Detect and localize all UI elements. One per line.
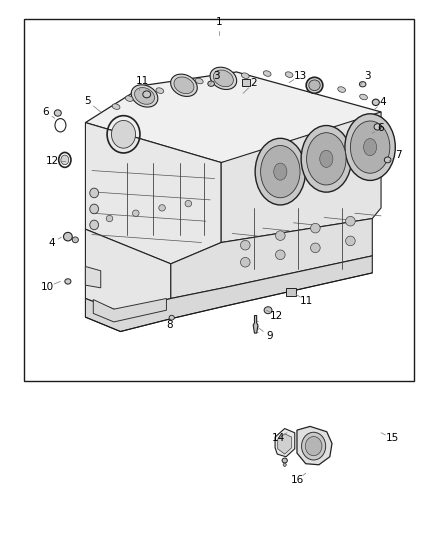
Ellipse shape	[346, 216, 355, 226]
Polygon shape	[85, 123, 221, 264]
Text: 9: 9	[266, 331, 273, 341]
Ellipse shape	[143, 91, 151, 98]
Ellipse shape	[132, 210, 139, 216]
Text: 4: 4	[48, 238, 55, 247]
Polygon shape	[253, 316, 258, 333]
Bar	[242, 79, 250, 86]
Ellipse shape	[72, 237, 78, 243]
Ellipse shape	[156, 88, 164, 93]
Ellipse shape	[311, 78, 319, 84]
Ellipse shape	[276, 231, 285, 240]
Polygon shape	[85, 72, 381, 163]
Polygon shape	[85, 266, 101, 288]
Text: 15: 15	[385, 433, 399, 443]
Text: 11: 11	[136, 76, 149, 86]
Text: 13: 13	[293, 71, 307, 80]
Ellipse shape	[305, 437, 322, 456]
Ellipse shape	[64, 232, 72, 241]
Ellipse shape	[169, 315, 174, 320]
Ellipse shape	[374, 124, 381, 130]
Ellipse shape	[255, 138, 305, 205]
Text: 16: 16	[290, 475, 304, 484]
Ellipse shape	[106, 215, 113, 222]
Ellipse shape	[213, 70, 233, 87]
Ellipse shape	[134, 87, 155, 104]
Ellipse shape	[301, 126, 351, 192]
Text: 12: 12	[270, 311, 283, 320]
Text: 12: 12	[46, 156, 59, 166]
Polygon shape	[221, 112, 381, 243]
Ellipse shape	[54, 110, 61, 116]
Text: 7: 7	[395, 150, 402, 159]
Ellipse shape	[359, 82, 366, 87]
Ellipse shape	[276, 250, 285, 260]
Polygon shape	[171, 219, 372, 298]
Text: 5: 5	[84, 96, 91, 106]
Ellipse shape	[261, 146, 300, 198]
Ellipse shape	[90, 204, 99, 214]
Ellipse shape	[210, 67, 237, 90]
Ellipse shape	[240, 240, 250, 250]
Ellipse shape	[264, 307, 272, 313]
Ellipse shape	[90, 220, 99, 230]
Polygon shape	[85, 229, 171, 312]
Text: 14: 14	[272, 433, 285, 443]
Text: 3: 3	[364, 71, 371, 80]
Ellipse shape	[285, 72, 293, 77]
Ellipse shape	[111, 120, 135, 148]
Bar	[24, 19, 414, 381]
Text: 8: 8	[166, 320, 173, 330]
Polygon shape	[275, 429, 295, 457]
Text: 1: 1	[215, 18, 223, 27]
Ellipse shape	[307, 133, 346, 185]
Ellipse shape	[159, 205, 166, 211]
Ellipse shape	[240, 257, 250, 267]
Ellipse shape	[274, 163, 287, 180]
Ellipse shape	[306, 77, 323, 93]
Polygon shape	[297, 426, 332, 465]
Ellipse shape	[350, 121, 390, 173]
Ellipse shape	[282, 458, 287, 463]
Text: 6: 6	[42, 107, 49, 117]
Ellipse shape	[112, 104, 120, 109]
Ellipse shape	[171, 74, 197, 96]
Polygon shape	[93, 298, 166, 322]
Ellipse shape	[384, 157, 391, 163]
Ellipse shape	[346, 236, 355, 246]
Ellipse shape	[309, 80, 320, 91]
Ellipse shape	[208, 81, 214, 86]
Text: 3: 3	[213, 71, 220, 80]
Text: 2: 2	[251, 78, 258, 87]
Ellipse shape	[90, 188, 99, 198]
Text: 6: 6	[378, 123, 385, 133]
Ellipse shape	[61, 155, 69, 165]
Text: 10: 10	[41, 282, 54, 292]
Ellipse shape	[320, 150, 333, 167]
Polygon shape	[85, 256, 372, 332]
Ellipse shape	[263, 71, 271, 76]
Ellipse shape	[283, 463, 286, 466]
Ellipse shape	[345, 114, 395, 180]
Ellipse shape	[311, 243, 320, 253]
Ellipse shape	[311, 223, 320, 233]
Ellipse shape	[372, 99, 379, 106]
Ellipse shape	[338, 87, 346, 92]
Ellipse shape	[185, 200, 192, 207]
Text: 4: 4	[380, 98, 387, 107]
Ellipse shape	[125, 96, 133, 101]
Ellipse shape	[364, 139, 377, 156]
Ellipse shape	[174, 77, 194, 94]
Bar	[286, 288, 296, 296]
Ellipse shape	[241, 73, 249, 78]
Ellipse shape	[65, 279, 71, 284]
Ellipse shape	[302, 432, 326, 460]
Ellipse shape	[360, 94, 367, 100]
Polygon shape	[278, 434, 292, 454]
Text: 11: 11	[300, 296, 313, 305]
Ellipse shape	[195, 78, 203, 84]
Ellipse shape	[131, 85, 158, 107]
